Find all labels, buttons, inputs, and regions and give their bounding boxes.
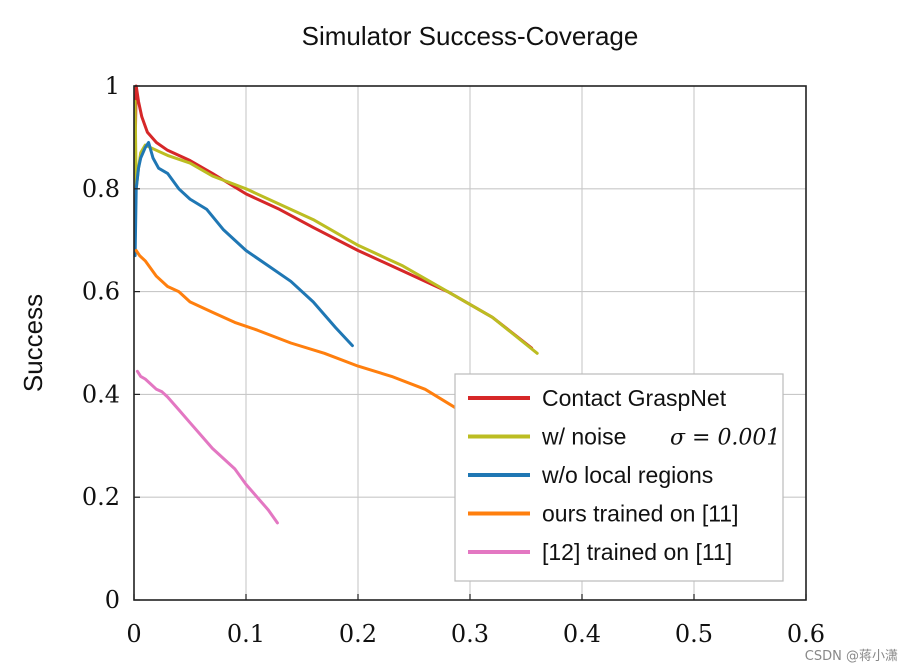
x-tick-label: 0.3 <box>451 620 489 648</box>
y-tick-label: 0.4 <box>82 380 120 408</box>
y-tick-label: 0 <box>105 586 120 614</box>
legend-label-w-noise: w/ noise <box>541 424 626 450</box>
series-line-ours-trained-on-11 <box>134 249 461 412</box>
chart-title: Simulator Success-Coverage <box>302 21 639 51</box>
x-tick-label: 0.2 <box>339 620 377 648</box>
y-tick-label: 0.8 <box>82 175 120 203</box>
series-line-contact-graspnet <box>133 84 534 350</box>
y-tick-label: 1 <box>105 72 120 100</box>
y-tick-labels: 0 0.2 0.4 0.6 0.8 1 <box>82 72 140 614</box>
series-line-w-o-local-regions <box>133 141 354 348</box>
legend-label-contact-graspnet: Contact GraspNet <box>542 385 727 411</box>
x-tick-labels: 0 0.1 0.2 0.3 0.4 0.5 0.6 <box>126 594 825 648</box>
series-line-12-trained-on-11 <box>135 369 279 525</box>
y-tick-label: 0.6 <box>82 278 120 306</box>
legend-math-noise: σ = 0.001 <box>670 426 780 451</box>
x-tick-label: 0.6 <box>787 620 825 648</box>
legend-box <box>454 373 784 582</box>
x-tick-label: 0.5 <box>675 620 713 648</box>
legend-label-w-o-local-regions: w/o local regions <box>541 462 713 488</box>
series-line-w-noise <box>133 99 539 355</box>
x-tick-label: 0.4 <box>563 620 601 648</box>
x-tick-label: 0.1 <box>227 620 265 648</box>
legend-label-ours-trained-on-11: ours trained on [11] <box>542 501 738 527</box>
legend: Contact GraspNet w/ noise σ = 0.001 w/o loc… <box>454 373 784 582</box>
legend-label-12-trained-on-11: [12] trained on [11] <box>542 539 732 565</box>
y-axis-label: Success <box>18 294 48 392</box>
y-tick-label: 0.2 <box>82 483 120 511</box>
series-lines <box>133 84 539 525</box>
x-tick-label: 0 <box>126 620 141 648</box>
watermark: CSDN @蒋小潇 <box>805 649 898 664</box>
